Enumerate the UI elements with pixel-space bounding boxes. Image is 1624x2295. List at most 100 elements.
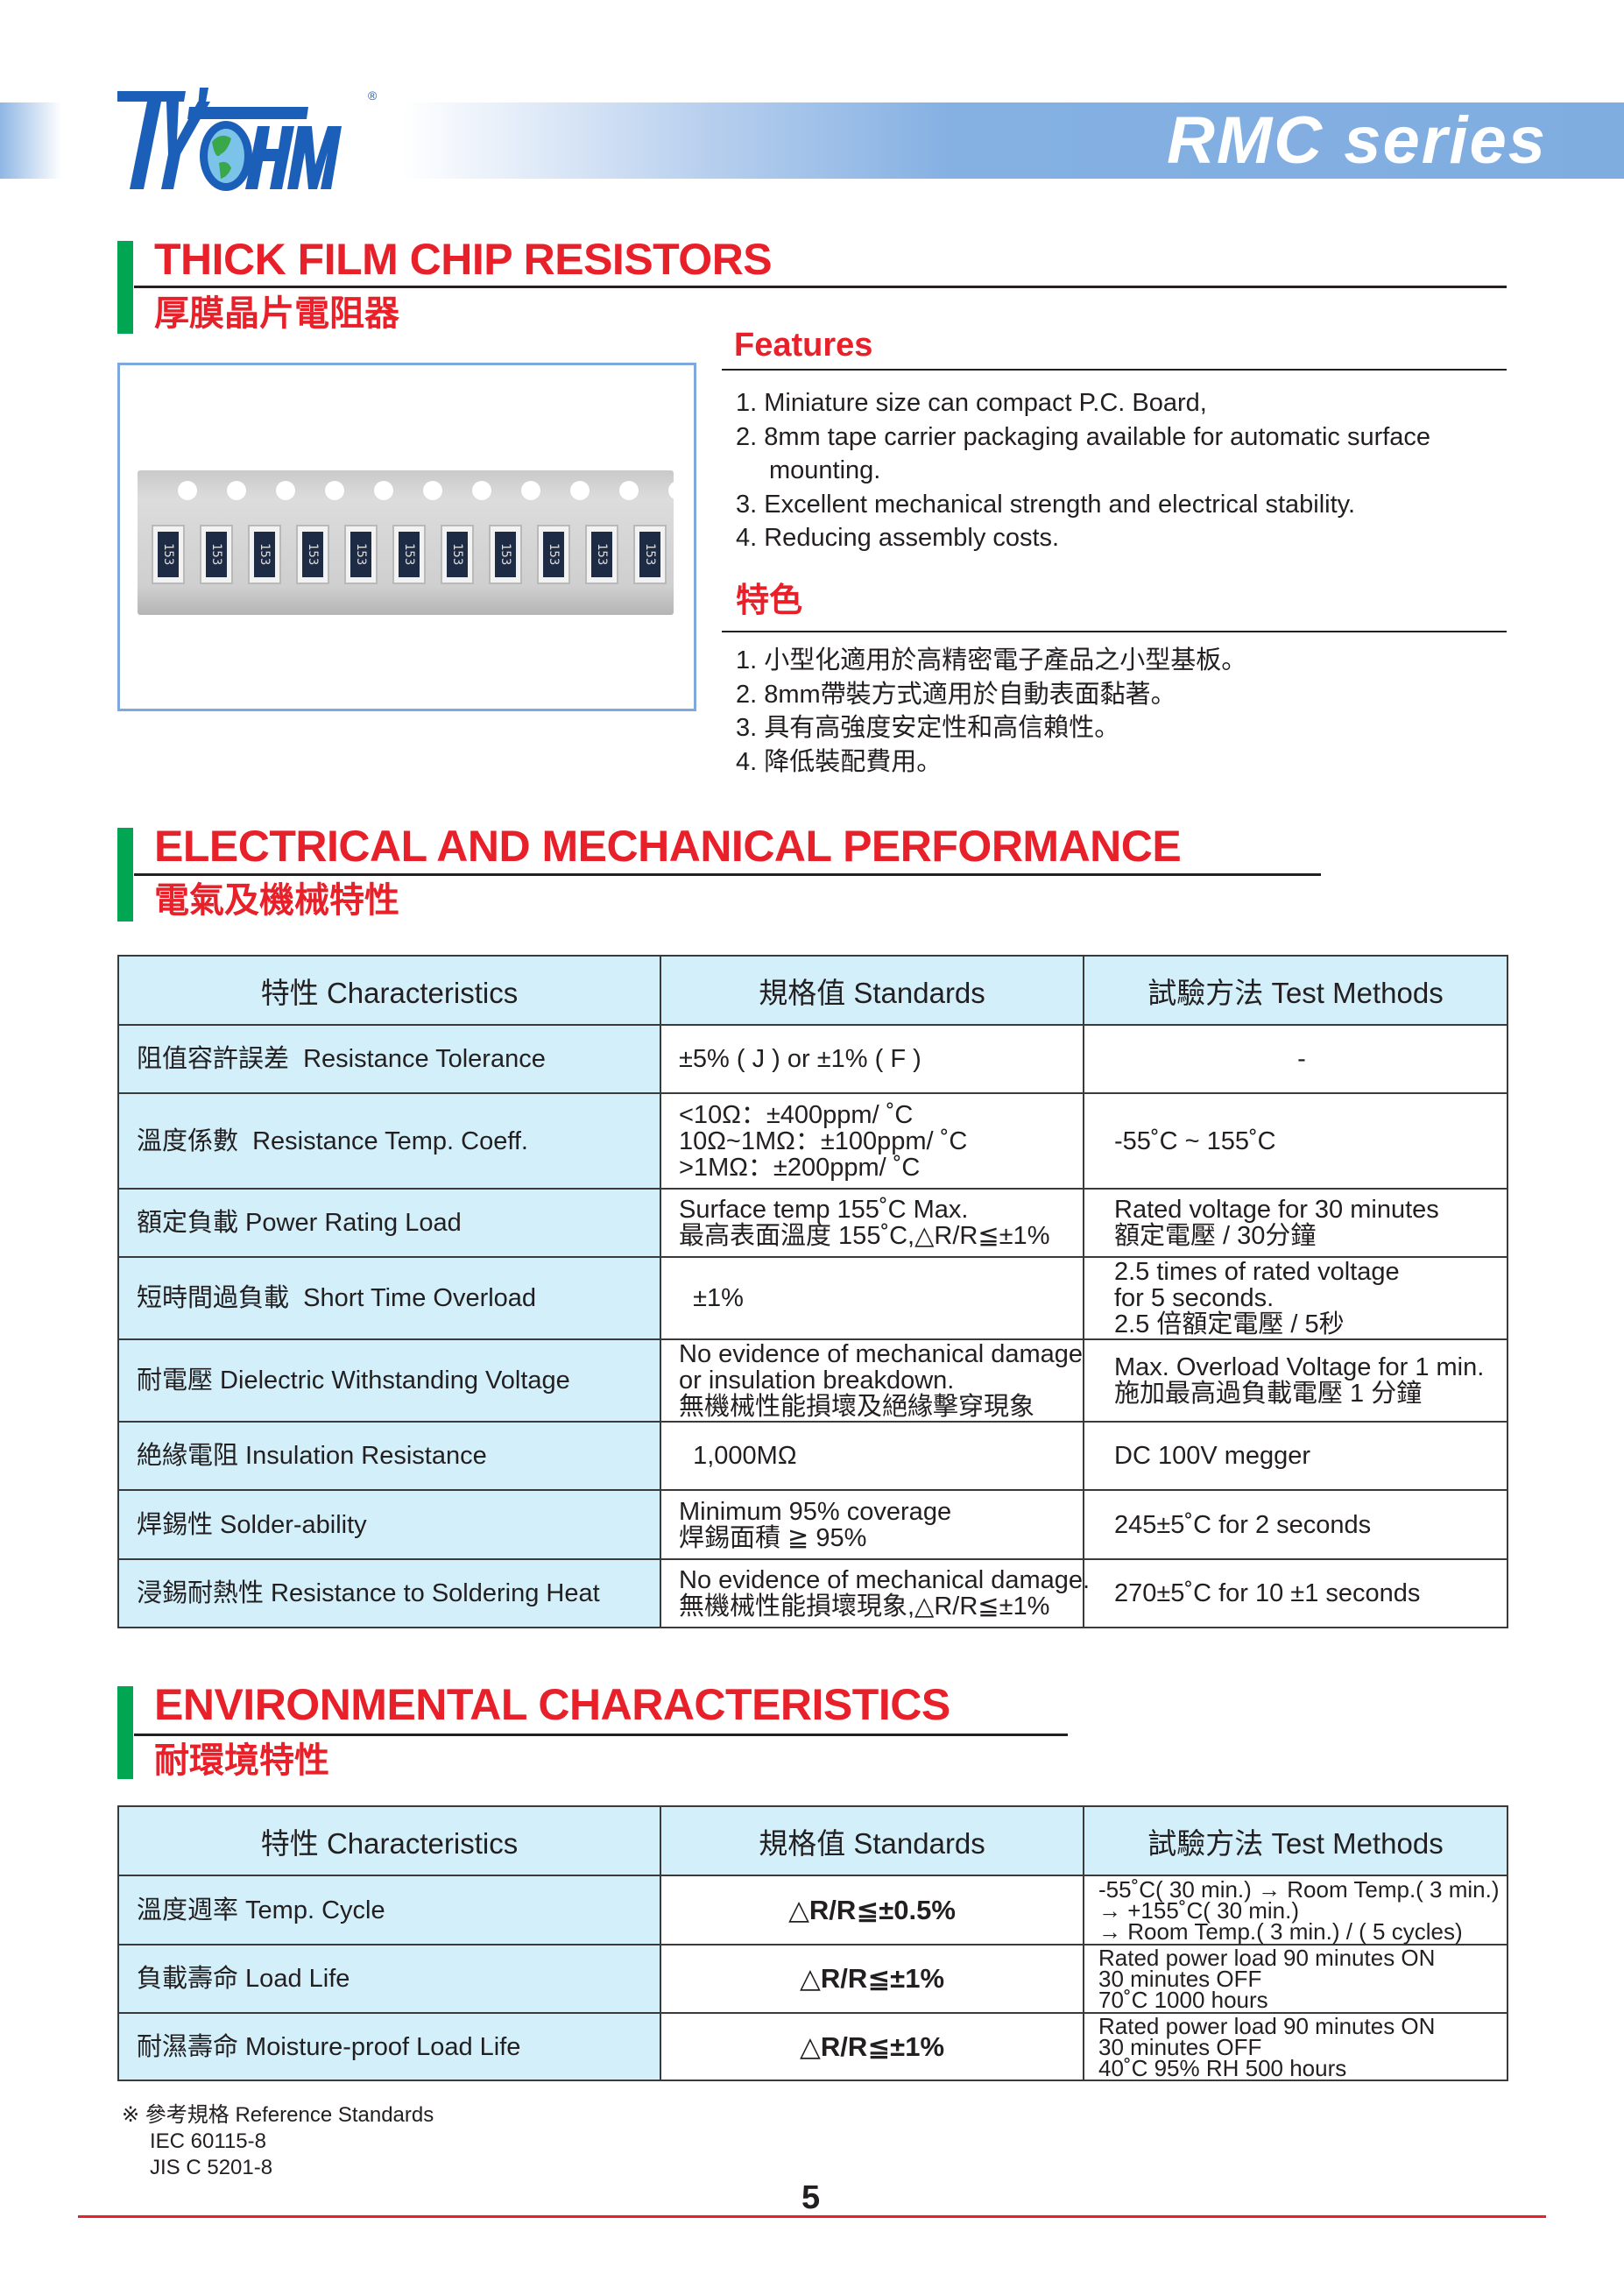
cell-line: ±5% ( J ) or ±1% ( F ) bbox=[679, 1045, 921, 1073]
test-method-cell: Max. Overload Voltage for 1 min. 施加最高過負載電… bbox=[1083, 1338, 1508, 1423]
sprocket-hole bbox=[276, 481, 295, 500]
sprocket-hole bbox=[423, 481, 442, 500]
chip-resistor: 153 bbox=[633, 525, 667, 584]
chip-resistor: 153 bbox=[585, 525, 618, 584]
cell-line: 70˚C 1000 hours bbox=[1098, 1987, 1268, 2013]
chip-marking: 153 bbox=[447, 532, 468, 577]
cell-line: 1,000MΩ bbox=[679, 1442, 797, 1470]
table-row: 阻值容許誤差 Resistance Tolerance ±5% ( J ) or … bbox=[117, 1024, 1508, 1094]
cell-line: -55˚C ~ 155˚C bbox=[1114, 1126, 1276, 1155]
cell-line: 溫度係數 Resistance Temp. Coeff. bbox=[137, 1126, 528, 1155]
section-title: ENVIRONMENTAL CHARACTERISTICS bbox=[154, 1680, 950, 1729]
standard-cell: △R/R≦±0.5% bbox=[660, 1875, 1084, 1945]
characteristic-cell: 負載壽命 Load Life bbox=[117, 1944, 661, 2014]
test-method-cell: Rated voltage for 30 minutes 額定電壓 / 30分鐘 bbox=[1083, 1188, 1508, 1258]
section-accent-bar bbox=[117, 828, 133, 922]
characteristic-cell: 溫度係數 Resistance Temp. Coeff. bbox=[117, 1092, 661, 1190]
cell-line: No evidence of mechanical damage. bbox=[679, 1566, 1091, 1594]
cell-line: 無機械性能損壞現象,△R/R≦±1% bbox=[679, 1592, 1050, 1621]
cell-line: 焊錫性 Solder-ability bbox=[137, 1510, 367, 1539]
chip-marking: 153 bbox=[302, 532, 323, 577]
characteristic-cell: 溫度週率 Temp. Cycle bbox=[117, 1875, 661, 1945]
sprocket-hole bbox=[668, 481, 688, 500]
table-row: 耐電壓 Dielectric Withstanding Voltage No ev… bbox=[117, 1338, 1508, 1423]
standard-cell: ±5% ( J ) or ±1% ( F ) bbox=[660, 1024, 1084, 1094]
cell-line: Surface temp 155˚C Max. bbox=[679, 1196, 969, 1224]
cell-line: Minimum 95% coverage bbox=[679, 1497, 952, 1526]
standard-cell: △R/R≦±1% bbox=[660, 2012, 1084, 2081]
cell-line: ±1% bbox=[679, 1284, 744, 1312]
feature-cn-item: 1. 小型化適用於高精密電子產品之小型基板。 bbox=[736, 646, 1247, 674]
chip-marking: 153 bbox=[495, 532, 516, 577]
features-divider bbox=[722, 369, 1507, 371]
section-divider bbox=[134, 873, 1321, 876]
cell-line: → Room Temp.( 3 min.) / ( 5 cycles) bbox=[1098, 1917, 1463, 1945]
chip-marking: 153 bbox=[254, 532, 275, 577]
table-row: 額定負載 Power Rating Load Surface temp 155˚C… bbox=[117, 1188, 1508, 1258]
feature-item: 4. Reducing assembly costs. bbox=[736, 524, 1060, 552]
cell-line: 焊錫面積 ≧ 95% bbox=[679, 1523, 867, 1552]
table-row: 絶緣電阻 Insulation Resistance 1,000MΩ DC 100… bbox=[117, 1421, 1508, 1491]
product-photo: 153 153 153 153 153 153 153 153 153 153 153 bbox=[117, 363, 696, 711]
cell-line: 最高表面溫度 155˚C,△R/R≦±1% bbox=[679, 1222, 1050, 1250]
cell-line: 無機械性能損壞及絕緣擊穿現象 bbox=[679, 1393, 1035, 1421]
chip-marking: 153 bbox=[206, 532, 227, 577]
environmental-table: 特性 Characteristics 規格值 Standards 試驗方法 Test… bbox=[117, 1805, 1508, 2081]
table-row: 負載壽命 Load Life △R/R≦±1% Rated power load 9… bbox=[117, 1944, 1508, 2014]
standard-cell: <10Ω：±400ppm/ ˚C 10Ω~1MΩ：±100ppm/ ˚C >1MΩ：… bbox=[660, 1092, 1084, 1190]
cell-line: 270±5˚C for 10 ±1 seconds bbox=[1114, 1579, 1421, 1607]
table-row: 溫度週率 Temp. Cycle △R/R≦±0.5% -55˚C( 30 min.… bbox=[117, 1875, 1508, 1945]
standard-cell: Surface temp 155˚C Max. 最高表面溫度 155˚C,△R/R… bbox=[660, 1188, 1084, 1258]
cell-line: 短時間過負載 Short Time Overload bbox=[137, 1284, 537, 1312]
test-method-cell: -55˚C( 30 min.) → Room Temp.( 3 min.) → +… bbox=[1083, 1875, 1508, 1945]
test-method-cell: -55˚C ~ 155˚C bbox=[1083, 1092, 1508, 1190]
cell-line: 耐濕壽命 Moisture-proof Load Life bbox=[137, 2032, 521, 2061]
characteristic-cell: 額定負載 Power Rating Load bbox=[117, 1188, 661, 1258]
cell-line: Rated voltage for 30 minutes bbox=[1114, 1196, 1439, 1224]
cell-line: △R/R≦±1% bbox=[799, 2030, 945, 2062]
cell-line: 浸錫耐熱性 Resistance to Soldering Heat bbox=[137, 1579, 600, 1607]
cell-line: <10Ω：±400ppm/ ˚C bbox=[679, 1100, 914, 1129]
sprocket-hole bbox=[374, 481, 393, 500]
sprocket-hole bbox=[521, 481, 540, 500]
characteristic-cell: 耐電壓 Dielectric Withstanding Voltage bbox=[117, 1338, 661, 1423]
cell-line: DC 100V megger bbox=[1114, 1442, 1311, 1470]
cell-line: 2.5 times of rated voltage bbox=[1114, 1258, 1400, 1286]
cell-line: -55˚C( 30 min.) → Room Temp.( 3 min.) bbox=[1098, 1875, 1500, 1903]
column-header: 規格值 Standards bbox=[660, 955, 1084, 1026]
sprocket-hole bbox=[178, 481, 197, 500]
test-method-cell: 270±5˚C for 10 ±1 seconds bbox=[1083, 1558, 1508, 1628]
column-header: 特性 Characteristics bbox=[117, 955, 661, 1026]
header-band-left bbox=[0, 102, 61, 179]
chip-marking: 153 bbox=[350, 532, 371, 577]
chip-marking: 153 bbox=[399, 532, 420, 577]
chip-resistor: 153 bbox=[489, 525, 522, 584]
characteristic-cell: 浸錫耐熱性 Resistance to Soldering Heat bbox=[117, 1558, 661, 1628]
sprocket-hole bbox=[227, 481, 246, 500]
header-band bbox=[403, 102, 1624, 179]
characteristic-cell: 耐濕壽命 Moisture-proof Load Life bbox=[117, 2012, 661, 2081]
cell-line: Rated power load 90 minutes ON bbox=[1098, 2012, 1436, 2039]
electrical-performance-table: 特性 Characteristics 規格值 Standards 試驗方法 Test… bbox=[117, 955, 1508, 1628]
feature-item: 3. Excellent mechanical strength and ele… bbox=[736, 490, 1356, 519]
test-method-cell: - bbox=[1083, 1024, 1508, 1094]
chip-resistor: 153 bbox=[537, 525, 570, 584]
chip-resistor: 153 bbox=[441, 525, 474, 584]
standard-cell: No evidence of mechanical damage or insul… bbox=[660, 1338, 1084, 1423]
section-accent-bar bbox=[117, 241, 133, 334]
cell-line: 阻值容許誤差 Resistance Tolerance bbox=[137, 1045, 546, 1073]
standard-cell: 1,000MΩ bbox=[660, 1421, 1084, 1491]
chip-resistor: 153 bbox=[248, 525, 281, 584]
column-header: 試驗方法 Test Methods bbox=[1083, 955, 1508, 1026]
cell-line: 245±5˚C for 2 seconds bbox=[1114, 1510, 1372, 1539]
chip-resistor: 153 bbox=[392, 525, 426, 584]
section-title-cn: 厚膜晶片電阻器 bbox=[154, 294, 399, 333]
cell-line: No evidence of mechanical damage bbox=[679, 1340, 1084, 1368]
table-row: 耐濕壽命 Moisture-proof Load Life △R/R≦±1% Rat… bbox=[117, 2012, 1508, 2081]
cell-line: for 5 seconds. bbox=[1114, 1284, 1274, 1312]
feature-item: 2. 8mm tape carrier packaging available … bbox=[736, 422, 1431, 451]
characteristic-cell: 焊錫性 Solder-ability bbox=[117, 1489, 661, 1560]
table-header-row: 特性 Characteristics 規格值 Standards 試驗方法 Test… bbox=[117, 955, 1508, 1026]
section-title: THICK FILM CHIP RESISTORS bbox=[154, 235, 773, 284]
characteristic-cell: 絶緣電阻 Insulation Resistance bbox=[117, 1421, 661, 1491]
